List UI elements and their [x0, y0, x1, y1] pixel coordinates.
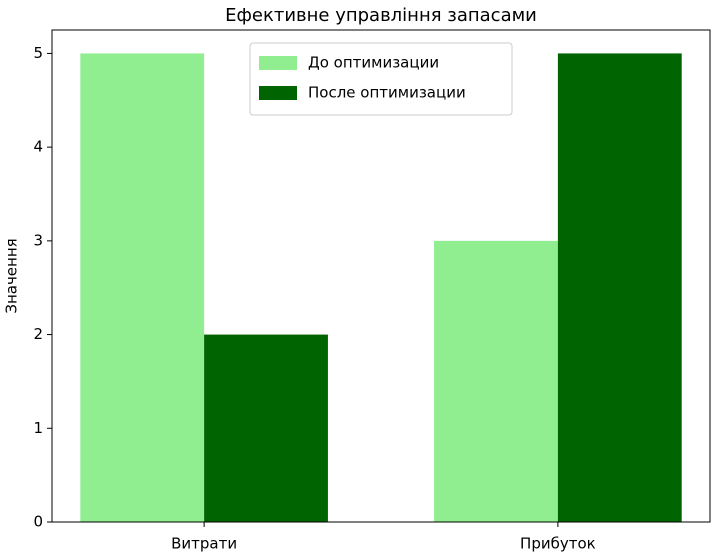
- y-tick-label: 2: [33, 325, 43, 343]
- y-tick-label: 5: [33, 44, 43, 62]
- y-tick-label: 3: [33, 231, 43, 249]
- chart-title: Ефективне управління запасами: [225, 5, 537, 26]
- legend-label: До оптимизации: [308, 54, 439, 72]
- y-tick-label: 0: [33, 513, 43, 531]
- legend-label: После оптимизации: [308, 84, 466, 102]
- x-tick-label: Витрати: [171, 535, 237, 553]
- bar: [204, 334, 328, 522]
- y-tick-label: 4: [33, 138, 43, 156]
- x-tick-label: Прибуток: [520, 535, 596, 553]
- axes-frame: [51, 29, 711, 523]
- y-tick-label: 1: [33, 419, 43, 437]
- bar: [80, 53, 205, 523]
- y-axis-label: Значення: [3, 238, 21, 313]
- legend-swatch: [259, 56, 297, 70]
- legend-box: [249, 42, 513, 116]
- legend-swatch: [259, 86, 297, 100]
- bar: [434, 240, 558, 522]
- bar: [557, 53, 682, 523]
